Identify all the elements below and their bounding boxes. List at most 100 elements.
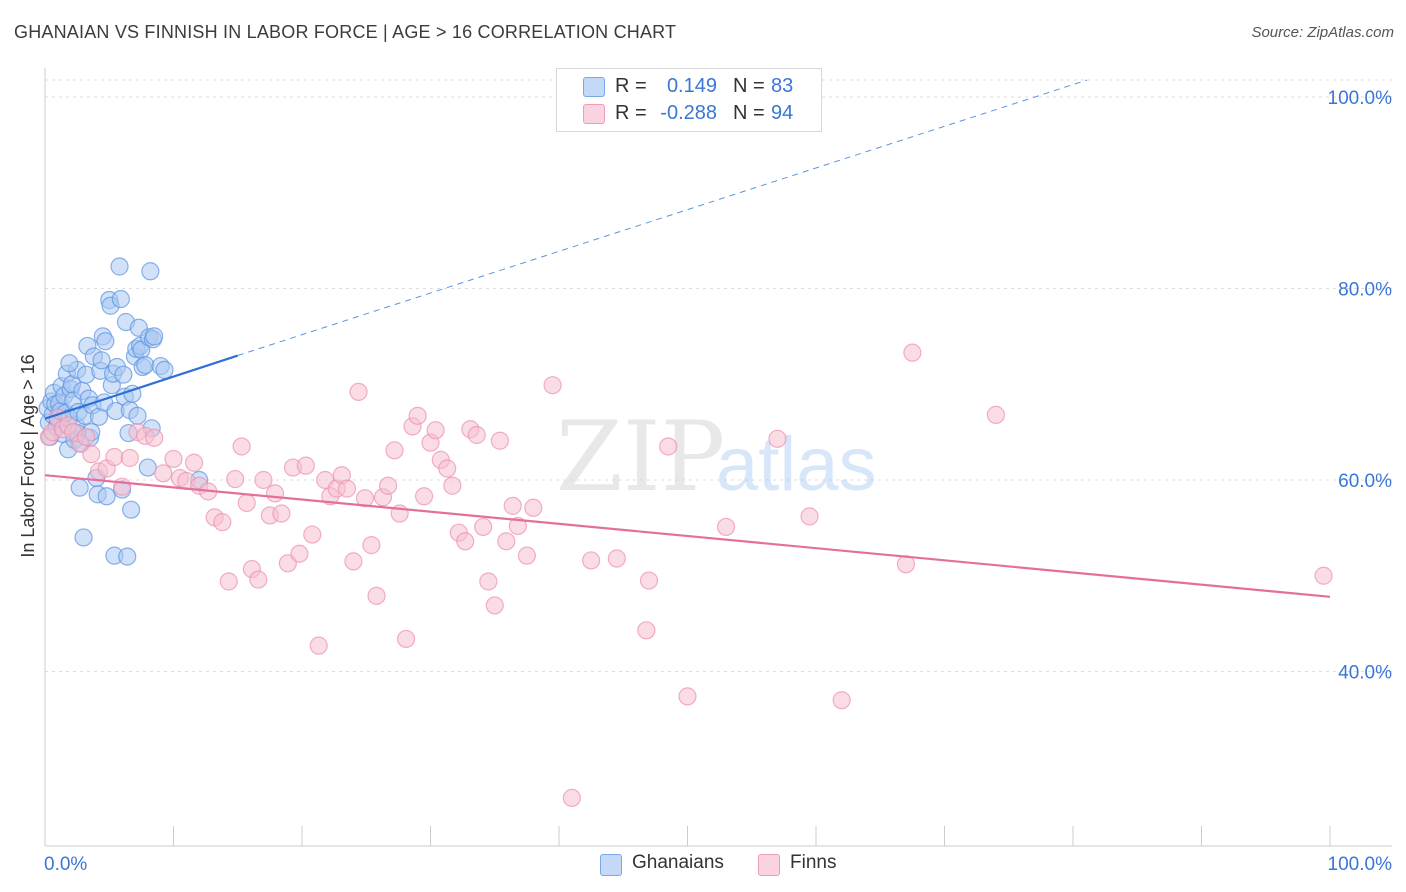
data-point-finns xyxy=(678,687,697,706)
data-point-finns xyxy=(1314,566,1333,585)
legend-row-ghanaians: R = 0.149 N = 83 xyxy=(557,73,821,99)
data-point-finns xyxy=(396,629,416,649)
data-point-finns xyxy=(474,517,493,537)
data-point-finns xyxy=(120,448,139,468)
data-point-finns xyxy=(832,691,851,710)
data-point-ghanaians xyxy=(60,354,79,373)
data-point-finns xyxy=(355,489,375,508)
data-point-finns xyxy=(296,456,315,475)
data-point-ghanaians xyxy=(145,327,164,346)
data-point-finns xyxy=(517,546,536,565)
data-point-finns xyxy=(82,445,101,464)
y-tick-label: 80.0% xyxy=(1338,280,1392,301)
data-point-finns xyxy=(154,464,173,483)
data-point-finns xyxy=(986,405,1006,424)
watermark-atlas: atlas xyxy=(716,422,877,507)
data-point-ghanaians xyxy=(138,458,157,477)
y-tick-label: 100.0% xyxy=(1328,88,1393,109)
legend-swatch-ghanaians xyxy=(583,77,605,97)
data-point-finns xyxy=(232,437,251,456)
legend-r-value: 0.149 xyxy=(666,75,717,97)
legend-n-value: 94 xyxy=(771,102,794,124)
data-point-finns xyxy=(479,572,498,591)
data-point-ghanaians xyxy=(114,365,133,384)
data-point-finns xyxy=(112,477,132,496)
data-point-finns xyxy=(607,549,626,568)
legend-swatch-finns xyxy=(583,104,605,124)
data-point-finns xyxy=(213,513,232,532)
data-point-finns xyxy=(524,498,543,517)
data-point-finns xyxy=(77,427,96,447)
source-credit: Source: ZipAtlas.com xyxy=(1251,24,1394,41)
data-point-finns xyxy=(367,586,386,605)
data-point-finns xyxy=(254,470,273,490)
legend-r-value: -0.288 xyxy=(660,102,717,124)
y-tick-label: 40.0% xyxy=(1338,663,1392,684)
data-point-finns xyxy=(497,532,516,551)
data-point-finns xyxy=(309,636,328,655)
legend-n-label: N = xyxy=(733,102,765,124)
data-point-finns xyxy=(237,493,256,513)
legend-r-label: R = xyxy=(615,75,647,97)
x-tick-label: 0.0% xyxy=(44,854,87,875)
legend-n-value: 83 xyxy=(771,75,794,97)
data-point-ghanaians xyxy=(141,262,160,281)
data-point-finns xyxy=(408,406,427,425)
legend-n-label: N = xyxy=(733,75,765,97)
legend-r-label: R = xyxy=(615,102,647,124)
data-point-finns xyxy=(456,532,475,551)
legend-swatch-ghanaians xyxy=(600,854,622,876)
data-point-ghanaians xyxy=(70,478,89,497)
data-point-ghanaians xyxy=(110,257,129,276)
data-point-finns xyxy=(467,425,486,445)
legend-row-finns: R = -0.288 N = 94 xyxy=(557,100,821,126)
watermark: ZIP atlas xyxy=(556,401,877,513)
data-point-finns xyxy=(105,447,124,467)
data-point-finns xyxy=(414,487,434,506)
data-point-finns xyxy=(226,469,245,489)
data-point-ghanaians xyxy=(121,500,141,519)
data-point-finns xyxy=(637,621,656,640)
correlation-legend: R = 0.149 N = 83 R = -0.288 N = 94 xyxy=(556,68,822,132)
data-point-ghanaians xyxy=(118,547,137,566)
data-point-finns xyxy=(903,343,922,362)
data-point-finns xyxy=(362,536,381,555)
data-point-finns xyxy=(716,517,736,537)
data-point-ghanaians xyxy=(97,487,116,506)
data-point-ghanaians xyxy=(111,289,130,309)
data-point-finns xyxy=(485,596,504,615)
data-point-finns xyxy=(303,525,322,544)
data-point-ghanaians xyxy=(155,360,174,379)
data-point-finns xyxy=(385,441,404,460)
data-point-ghanaians xyxy=(136,356,155,375)
data-point-ghanaians xyxy=(128,406,147,425)
legend-swatch-finns xyxy=(758,854,780,876)
data-point-finns xyxy=(265,484,285,503)
y-tick-label: 60.0% xyxy=(1338,471,1392,492)
data-point-finns xyxy=(426,421,445,440)
data-point-finns xyxy=(503,496,522,515)
data-point-finns xyxy=(562,788,581,807)
legend-label-ghanaians: Ghanaians xyxy=(632,852,724,873)
axes xyxy=(44,68,1392,847)
trend-lines xyxy=(44,79,1331,598)
x-tick-label: 100.0% xyxy=(1328,854,1393,875)
data-point-finns xyxy=(145,428,164,447)
trend-line-finns xyxy=(44,474,1331,598)
chart-title: GHANAIAN VS FINNISH IN LABOR FORCE | AGE… xyxy=(14,22,677,42)
data-point-finns xyxy=(582,551,601,570)
data-point-finns xyxy=(438,459,457,478)
data-point-finns xyxy=(290,544,309,563)
data-point-finns xyxy=(337,479,357,498)
tick-labels: 100.0% 80.0% 60.0% 40.0% 0.0% 100.0% xyxy=(44,88,1392,875)
data-point-finns xyxy=(164,449,183,469)
y-axis-label: In Labor Force | Age > 16 xyxy=(18,354,38,557)
data-point-finns xyxy=(219,572,238,591)
data-point-finns xyxy=(639,571,659,590)
legend-label-finns: Finns xyxy=(790,852,837,873)
data-point-finns xyxy=(490,431,509,450)
trend-line-ghanaians xyxy=(44,354,239,420)
data-point-finns xyxy=(272,504,291,523)
data-point-finns xyxy=(768,429,787,448)
